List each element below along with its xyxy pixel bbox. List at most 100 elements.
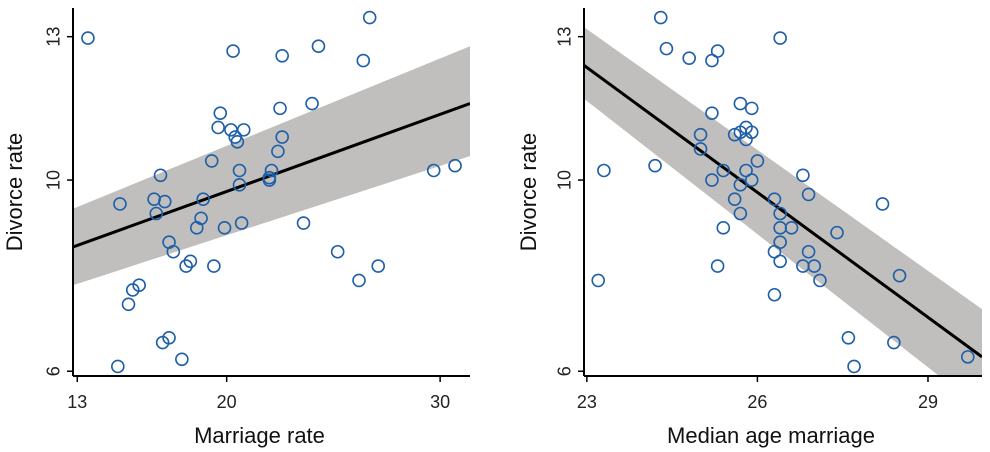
data-point xyxy=(362,10,377,25)
y-tick-label: 6 xyxy=(43,366,63,376)
x-tick-label: 20 xyxy=(217,392,237,412)
data-point xyxy=(767,287,782,302)
data-point xyxy=(767,192,782,206)
data-point xyxy=(305,96,319,111)
data-point xyxy=(224,123,238,137)
data-point xyxy=(744,125,759,140)
data-point xyxy=(733,96,748,111)
data-point xyxy=(659,41,674,56)
data-point xyxy=(183,254,198,269)
data-point xyxy=(149,206,164,221)
data-point xyxy=(271,144,285,159)
data-point xyxy=(81,31,95,45)
data-point xyxy=(716,221,731,235)
confidence-band xyxy=(73,46,470,286)
data-point xyxy=(132,278,146,292)
data-point xyxy=(801,187,816,202)
data-point xyxy=(597,163,611,178)
data-point xyxy=(448,158,462,173)
data-point xyxy=(807,259,822,273)
data-point xyxy=(875,197,890,211)
data-point xyxy=(196,192,210,206)
data-point xyxy=(162,330,176,345)
data-point xyxy=(710,44,725,58)
x-ticks: 13 20 30 xyxy=(67,376,450,412)
confidence-band xyxy=(584,27,982,376)
data-point xyxy=(750,154,765,168)
data-point xyxy=(179,259,193,273)
x-tick-label: 13 xyxy=(67,392,87,412)
data-point xyxy=(217,221,232,235)
data-point xyxy=(710,259,725,273)
y-ticks: 6 10 13 xyxy=(43,27,73,376)
y-tick-label: 10 xyxy=(554,170,574,190)
data-point xyxy=(207,259,221,273)
data-point xyxy=(744,173,759,187)
data-point xyxy=(262,170,277,185)
data-point xyxy=(426,163,441,178)
data-point xyxy=(693,127,708,142)
x-ticks: 23 26 29 xyxy=(577,376,938,412)
data-point xyxy=(796,168,810,183)
data-point xyxy=(705,173,719,187)
data-point xyxy=(111,359,125,374)
regression-line xyxy=(584,64,982,359)
x-axis-title: Median age marriage xyxy=(667,423,875,448)
y-ticks: 6 10 13 xyxy=(554,27,584,376)
data-point xyxy=(801,244,816,259)
data-point xyxy=(727,192,742,206)
x-tick-label: 29 xyxy=(918,392,938,412)
x-tick-label: 26 xyxy=(747,392,767,412)
data-point xyxy=(232,178,247,192)
data-point xyxy=(887,335,901,350)
data-point xyxy=(296,216,311,230)
data-point xyxy=(234,216,249,230)
data-point xyxy=(166,244,181,259)
data-point xyxy=(273,101,287,116)
data-point xyxy=(226,44,240,58)
data-point xyxy=(682,51,696,65)
x-axis-title: Marriage rate xyxy=(194,423,325,448)
scatter-points xyxy=(81,10,462,374)
data-point xyxy=(591,273,606,288)
y-axis-title: Divorce rate xyxy=(2,133,27,252)
panel-marriage-rate: 6 10 13 13 20 30 Marriage rate Divorce rate xyxy=(2,8,470,448)
data-point xyxy=(847,359,861,374)
data-point xyxy=(892,268,907,283)
x-tick-label: 23 xyxy=(577,392,597,412)
data-point xyxy=(194,211,208,226)
data-point xyxy=(744,101,759,116)
data-point xyxy=(236,123,251,137)
data-point xyxy=(371,259,386,273)
data-point xyxy=(204,154,219,168)
panel-median-age-marriage: 6 10 13 23 26 29 Median age marriage Divorce… xyxy=(516,8,982,448)
data-point xyxy=(352,273,366,288)
y-axis-title: Divorce rate xyxy=(516,133,541,252)
data-point xyxy=(311,39,326,54)
data-point xyxy=(232,163,247,178)
y-tick-label: 6 xyxy=(554,366,574,376)
data-point xyxy=(653,10,668,25)
data-point xyxy=(153,168,168,183)
data-point xyxy=(330,244,345,259)
data-point xyxy=(175,352,189,367)
data-point xyxy=(773,31,787,45)
data-point xyxy=(773,235,787,249)
y-tick-label: 13 xyxy=(43,27,63,47)
data-point xyxy=(784,221,799,235)
data-point xyxy=(960,350,975,364)
data-point xyxy=(275,130,289,144)
data-point xyxy=(733,206,748,221)
data-point xyxy=(211,120,225,135)
y-tick-label: 13 xyxy=(554,27,574,47)
data-point xyxy=(275,48,289,63)
data-point xyxy=(773,254,787,269)
data-point xyxy=(213,106,228,120)
data-point xyxy=(264,163,279,178)
scatter-points xyxy=(591,10,975,374)
data-point xyxy=(773,206,787,221)
data-point xyxy=(830,225,844,240)
data-point xyxy=(841,330,856,345)
data-point xyxy=(648,158,662,173)
